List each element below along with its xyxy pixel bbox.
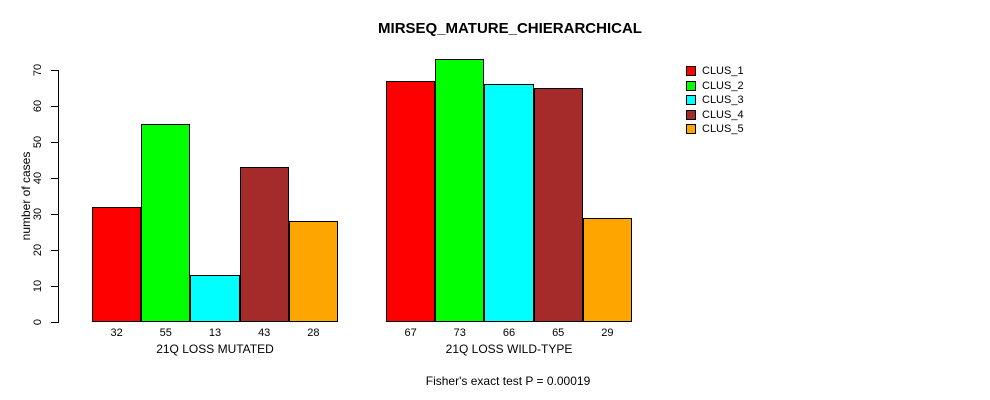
- legend-item: CLUS_1: [686, 65, 806, 77]
- legend-label: CLUS_1: [702, 65, 744, 77]
- legend-label: CLUS_2: [702, 79, 744, 92]
- bar-clus_2-group1: [141, 124, 191, 322]
- legend-label: CLUS_5: [702, 123, 744, 136]
- legend-swatch: [686, 66, 696, 76]
- bar-clus_1-group2: [386, 80, 436, 322]
- legend-label: CLUS_3: [702, 94, 744, 107]
- bar-value-label: 28: [307, 327, 320, 339]
- bar-clus_1-group1: [92, 206, 142, 322]
- footer-annotation: Fisher's exact test P = 0.00019: [425, 374, 591, 388]
- legend-item: CLUS_3: [686, 94, 806, 107]
- bar-value-label: 43: [258, 327, 271, 339]
- y-tick: [51, 178, 58, 179]
- bar-value-label: 55: [159, 327, 172, 339]
- bar-clus_3-group1: [190, 275, 240, 322]
- bar-clus_2-group2: [435, 59, 485, 322]
- legend-item: CLUS_2: [686, 79, 806, 92]
- y-tick: [51, 214, 58, 215]
- legend-swatch: [686, 80, 696, 91]
- bar-clus_4-group2: [533, 88, 583, 322]
- y-tick: [51, 286, 58, 287]
- group-axis-label: 21Q LOSS MUTATED: [156, 342, 274, 356]
- bar-clus_3-group2: [484, 84, 534, 322]
- legend-item: CLUS_5: [686, 123, 806, 136]
- legend-label: CLUS_4: [702, 108, 744, 121]
- bar-clus_5-group2: [582, 217, 632, 322]
- bar-value-label: 13: [208, 327, 222, 339]
- chart-title: MIRSEQ_MATURE_CHIERARCHICAL: [378, 20, 642, 37]
- bar-value-label: 66: [502, 327, 516, 339]
- legend-swatch: [686, 95, 696, 106]
- bar-value-label: 73: [453, 327, 466, 339]
- y-tick: [51, 142, 58, 143]
- bar-value-label: 67: [404, 327, 417, 339]
- legend-swatch: [686, 109, 696, 120]
- group-axis-label: 21Q LOSS WILD-TYPE: [445, 342, 573, 356]
- y-tick: [51, 250, 58, 251]
- y-tick: [51, 70, 58, 71]
- bar-clus_5-group1: [288, 221, 338, 322]
- y-tick: [51, 106, 58, 107]
- bar-value-label: 32: [110, 327, 123, 339]
- bar-value-label: 29: [601, 327, 614, 339]
- y-tick: [51, 322, 58, 323]
- legend-swatch: [686, 124, 696, 135]
- bar-value-label: 65: [552, 327, 565, 339]
- bar-clus_4-group1: [239, 167, 289, 322]
- legend-item: CLUS_4: [686, 108, 806, 121]
- legend: CLUS_1 CLUS_2 CLUS_3 CLUS_4 CLUS_5: [686, 65, 806, 146]
- y-axis-line: [58, 70, 59, 323]
